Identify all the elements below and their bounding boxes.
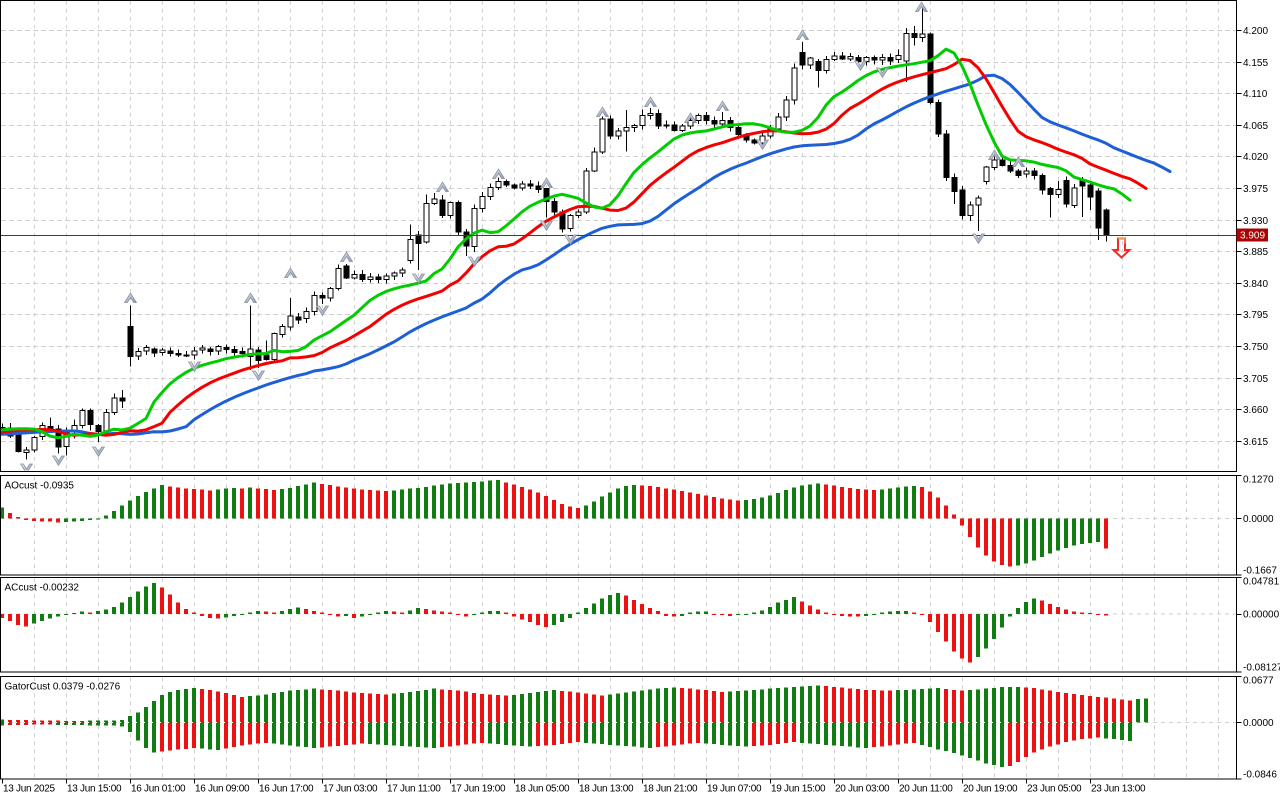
svg-text:0.0000: 0.0000 (1243, 718, 1274, 729)
svg-text:3.660: 3.660 (1243, 405, 1268, 416)
svg-text:23 Jun 13:00: 23 Jun 13:00 (1091, 784, 1146, 795)
svg-text:17 Jun 19:00: 17 Jun 19:00 (451, 784, 506, 795)
svg-text:20 Jun 19:00: 20 Jun 19:00 (963, 784, 1018, 795)
svg-text:3.750: 3.750 (1243, 342, 1268, 353)
svg-text:13 Jun 2025: 13 Jun 2025 (3, 784, 55, 795)
svg-text:4.200: 4.200 (1243, 26, 1268, 37)
svg-text:16 Jun 01:00: 16 Jun 01:00 (131, 784, 186, 795)
svg-text:16 Jun 17:00: 16 Jun 17:00 (259, 784, 314, 795)
svg-text:3.795: 3.795 (1243, 310, 1268, 321)
svg-text:ACcust -0.00232: ACcust -0.00232 (5, 583, 80, 594)
svg-text:19 Jun 15:00: 19 Jun 15:00 (771, 784, 826, 795)
svg-text:23 Jun 05:00: 23 Jun 05:00 (1027, 784, 1082, 795)
svg-text:18 Jun 21:00: 18 Jun 21:00 (643, 784, 698, 795)
svg-text:4.155: 4.155 (1243, 58, 1268, 69)
svg-text:3.840: 3.840 (1243, 279, 1268, 290)
svg-text:-0.08127: -0.08127 (1243, 663, 1280, 674)
svg-text:20 Jun 11:00: 20 Jun 11:00 (899, 784, 953, 795)
svg-text:0.00000: 0.00000 (1243, 609, 1280, 620)
svg-text:3.615: 3.615 (1243, 437, 1268, 448)
svg-text:3.975: 3.975 (1243, 184, 1268, 195)
svg-text:-0.0846: -0.0846 (1243, 770, 1277, 781)
svg-text:-0.1667: -0.1667 (1243, 566, 1277, 577)
svg-text:4.065: 4.065 (1243, 121, 1268, 132)
svg-text:3.930: 3.930 (1243, 216, 1268, 227)
svg-text:19 Jun 07:00: 19 Jun 07:00 (707, 784, 762, 795)
svg-text:0.04781: 0.04781 (1243, 577, 1280, 588)
svg-text:13 Jun 15:00: 13 Jun 15:00 (67, 784, 122, 795)
svg-text:20 Jun 03:00: 20 Jun 03:00 (835, 784, 890, 795)
svg-text:18 Jun 05:00: 18 Jun 05:00 (515, 784, 570, 795)
svg-text:0.1270: 0.1270 (1243, 475, 1274, 486)
svg-text:18 Jun 13:00: 18 Jun 13:00 (579, 784, 634, 795)
svg-text:0.0000: 0.0000 (1243, 514, 1274, 525)
svg-text:4.110: 4.110 (1243, 89, 1268, 100)
svg-text:17 Jun 03:00: 17 Jun 03:00 (323, 784, 378, 795)
svg-text:3.885: 3.885 (1243, 247, 1268, 258)
svg-text:AOcust -0.0935: AOcust -0.0935 (5, 481, 75, 492)
svg-text:GatorCust 0.0379 -0.0276: GatorCust 0.0379 -0.0276 (5, 682, 121, 693)
svg-text:17 Jun 11:00: 17 Jun 11:00 (387, 784, 441, 795)
svg-text:3.705: 3.705 (1243, 374, 1268, 385)
svg-text:4.020: 4.020 (1243, 152, 1268, 163)
svg-text:0.0677: 0.0677 (1243, 676, 1274, 687)
svg-text:16 Jun 09:00: 16 Jun 09:00 (195, 784, 250, 795)
svg-text:3.909: 3.909 (1240, 231, 1265, 242)
